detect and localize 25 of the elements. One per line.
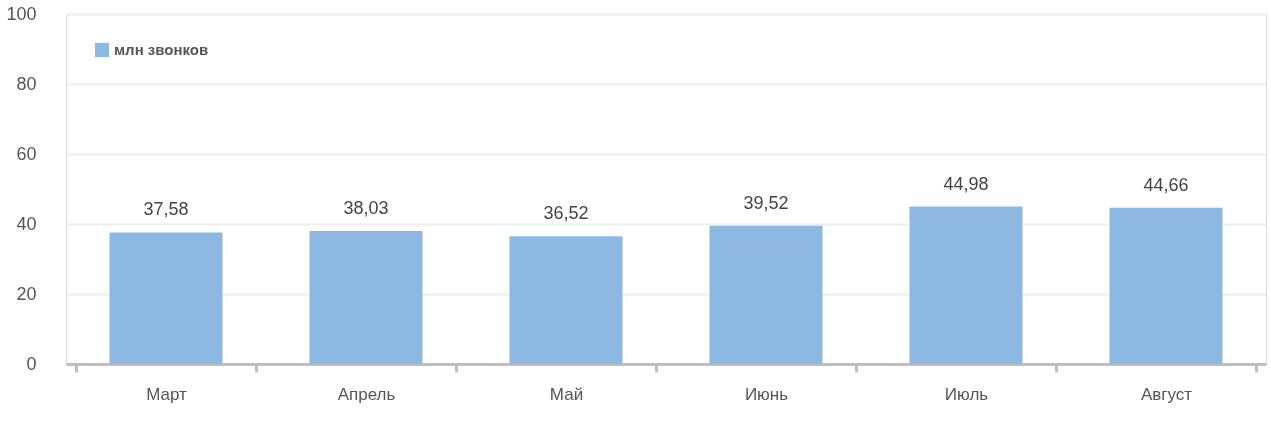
bar	[909, 206, 1023, 364]
y-tick-label: 40	[16, 213, 37, 234]
x-tick-label: Март	[146, 384, 188, 404]
y-tick-label: 0	[26, 353, 37, 374]
bar	[509, 236, 623, 364]
text: 37,58	[143, 199, 189, 220]
x-tick-label: Июль	[944, 384, 989, 404]
bar	[309, 230, 423, 364]
y-tick-label: 100	[6, 3, 37, 24]
y-tick-label: 80	[16, 73, 37, 94]
x-tick-label: Апрель	[337, 384, 396, 404]
y-tick-label: 60	[16, 143, 37, 164]
text: 44,66	[1143, 174, 1189, 195]
text: 36,52	[543, 203, 589, 224]
x-tick-label: Август	[1140, 384, 1193, 404]
legend-label: млн звонков	[114, 41, 209, 58]
bar	[109, 232, 223, 364]
text: 44,98	[943, 173, 989, 194]
x-tick-label: Июнь	[744, 384, 789, 404]
x-tick-label: Май	[549, 384, 584, 404]
text: 39,52	[743, 192, 789, 213]
bar	[1109, 207, 1223, 364]
y-tick-label: 20	[16, 283, 37, 304]
bar	[709, 225, 823, 364]
text: 38,03	[343, 197, 389, 218]
